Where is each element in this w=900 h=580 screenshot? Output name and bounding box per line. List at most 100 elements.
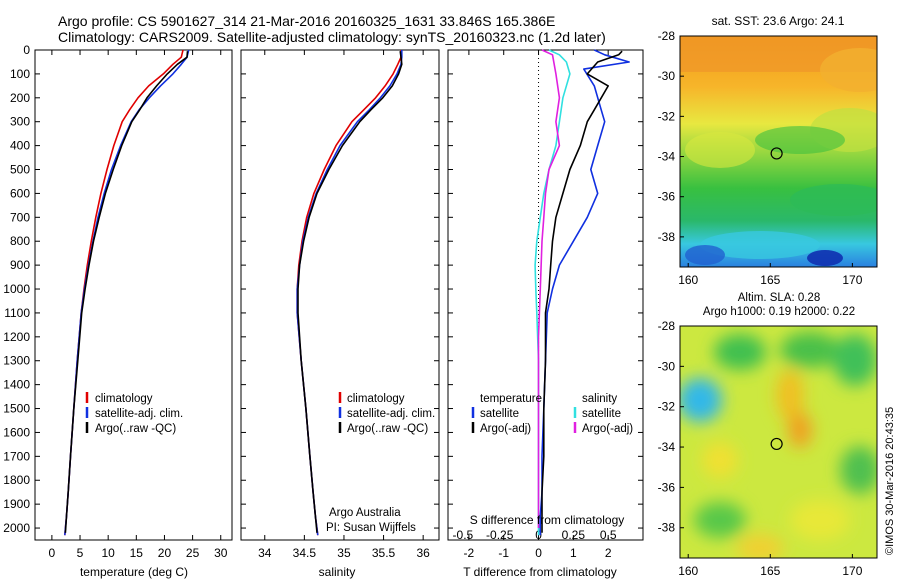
t-difference-xlabel: T difference from climatology: [463, 565, 617, 579]
map-y-tick-label: -36: [658, 480, 676, 494]
sst-map: sat. SST: 23.6 Argo: 24.1: [679, 14, 878, 268]
salinity-legend: climatology satellite-adj. clim. Argo(..…: [326, 392, 435, 534]
sst-map-title: sat. SST: 23.6 Argo: 24.1: [712, 14, 845, 28]
salinity-series-argo-raw-qc-: [297, 51, 403, 533]
difference-axes-box: [447, 49, 644, 541]
sla-argo-position-marker: [770, 437, 783, 451]
s-difference-tick-label: 0.5: [600, 528, 617, 542]
legend-label-t-satellite: satellite: [480, 408, 519, 420]
y-tick-label: 1400: [3, 378, 30, 392]
y-tick-label: 1900: [3, 497, 30, 511]
y-tick-label: 100: [10, 67, 30, 81]
y-tick-label: 1500: [3, 402, 30, 416]
temperature-legend: climatology satellite-adj. clim. Argo(..…: [85, 392, 183, 435]
difference-series-argo-adj-: [541, 50, 623, 533]
map-y-tick-label: -36: [658, 190, 676, 204]
y-tick-label: 1200: [3, 330, 30, 344]
temperature-series-argo-raw-qc-: [64, 51, 189, 533]
map-x-tick-label: 160: [678, 273, 698, 287]
map-y-tick-label: -32: [658, 109, 676, 123]
y-tick-label: 300: [10, 115, 30, 129]
x-tick-label: 20: [158, 546, 172, 560]
x-tick-label: 34: [258, 546, 272, 560]
x-tick-label: 34.5: [293, 546, 317, 560]
difference-panel: -2 -1 0 1 2-0.5 -0.25 0 0.25 0.5: [447, 49, 644, 560]
map-y-tick-label: -28: [658, 319, 676, 333]
y-tick-label: 1300: [3, 354, 30, 368]
legend-heading-salinity: salinity: [582, 393, 617, 405]
x-tick-label: 35.5: [372, 546, 396, 560]
sla-map: Altim. SLA: 0.28 Argo h1000: 0.19 h2000:…: [679, 292, 878, 559]
y-tick-label: 1800: [3, 473, 30, 487]
legend-label-argo: Argo(..raw -QC): [95, 423, 176, 435]
s-difference-label: S difference from climatology: [470, 513, 625, 527]
legend-label-climatology: climatology: [347, 393, 405, 405]
y-tick-label: 600: [10, 186, 30, 200]
x-tick-label: 25: [186, 546, 200, 560]
y-tick-label: 800: [10, 234, 30, 248]
map-x-tick-label: 170: [842, 564, 862, 578]
legend-label-satellite: satellite-adj. clim.: [347, 408, 435, 420]
x-tick-label: -1: [498, 546, 509, 560]
x-tick-label: 0: [49, 546, 56, 560]
map-y-tick-label: -28: [658, 29, 676, 43]
map-y-tick-label: -32: [658, 400, 676, 414]
difference-legend: temperature salinity satellite Argo(-adj…: [471, 393, 633, 435]
legend-label-t-argo: Argo(-adj): [480, 423, 531, 435]
y-tick-label: 2000: [3, 521, 30, 535]
s-difference-tick-label: 0.25: [562, 528, 586, 542]
sla-map-title-line2: Argo h1000: 0.19 h2000: 0.22: [703, 306, 855, 318]
x-tick-label: -2: [464, 546, 475, 560]
x-tick-label: 15: [130, 546, 144, 560]
sla-map-patches: [680, 332, 877, 558]
map-y-tick-label: -38: [658, 230, 676, 244]
salinity-panel: 34 34.5 35 35.5 36: [240, 49, 440, 560]
x-tick-label: 36: [416, 546, 430, 560]
y-tick-label: 700: [10, 210, 30, 224]
map-x-tick-label: 165: [760, 273, 780, 287]
legend-heading-temperature: temperature: [480, 393, 542, 405]
map-x-tick-label: 160: [678, 564, 698, 578]
credit-line2: PI: Susan Wijffels: [326, 522, 416, 534]
y-tick-label: 400: [10, 139, 30, 153]
s-difference-tick-label: -0.5: [453, 528, 474, 542]
x-tick-label: 1: [570, 546, 577, 560]
legend-label-s-satellite: satellite: [582, 408, 621, 420]
map-x-tick-label: 170: [842, 273, 862, 287]
y-tick-label: 0: [23, 43, 30, 57]
x-tick-label: 10: [101, 546, 115, 560]
y-tick-label: 900: [10, 258, 30, 272]
s-difference-tick-label: -0.25: [486, 528, 514, 542]
y-tick-label: 500: [10, 163, 30, 177]
difference-series-salinity-argo-adj-: [537, 49, 561, 528]
map-y-tick-label: -34: [658, 150, 676, 164]
sla-map-title-line1: Altim. SLA: 0.28: [738, 292, 820, 304]
figure-title-line2: Climatology: CARS2009. Satellite-adjuste…: [58, 29, 606, 45]
y-tick-label: 1100: [4, 306, 30, 320]
map-y-tick-label: -30: [658, 359, 676, 373]
y-tick-label: 1600: [3, 425, 30, 439]
sst-map-patches: [680, 36, 877, 266]
salinity-axes-box: [240, 49, 440, 541]
x-tick-label: 5: [77, 546, 84, 560]
x-tick-label: 0: [535, 546, 542, 560]
temperature-panel: 0 5 10 15 20 25 300100200300400500600700800900…: [3, 43, 233, 560]
temperature-axes-box: [34, 49, 233, 541]
x-tick-label: 30: [214, 546, 228, 560]
map-y-tick-label: -38: [658, 521, 676, 535]
legend-label-argo: Argo(..raw -QC): [347, 423, 428, 435]
salinity-xlabel: salinity: [319, 565, 356, 579]
y-tick-label: 1700: [3, 449, 30, 463]
imos-timestamp: ©IMOS 30-Mar-2016 20:43:35: [884, 406, 896, 555]
temperature-xlabel: temperature (deg C): [80, 565, 188, 579]
credit-line1: Argo Australia: [329, 507, 401, 519]
sst-argo-position-marker: [770, 147, 783, 160]
legend-label-satellite: satellite-adj. clim.: [95, 408, 183, 420]
legend-label-climatology: climatology: [95, 393, 153, 405]
map-x-tick-label: 165: [760, 564, 780, 578]
map-y-tick-label: -34: [658, 440, 676, 454]
x-tick-label: 2: [605, 546, 612, 560]
figure-title-line1: Argo profile: CS 5901627_314 21-Mar-2016…: [58, 13, 556, 29]
legend-label-s-argo: Argo(-adj): [582, 423, 633, 435]
